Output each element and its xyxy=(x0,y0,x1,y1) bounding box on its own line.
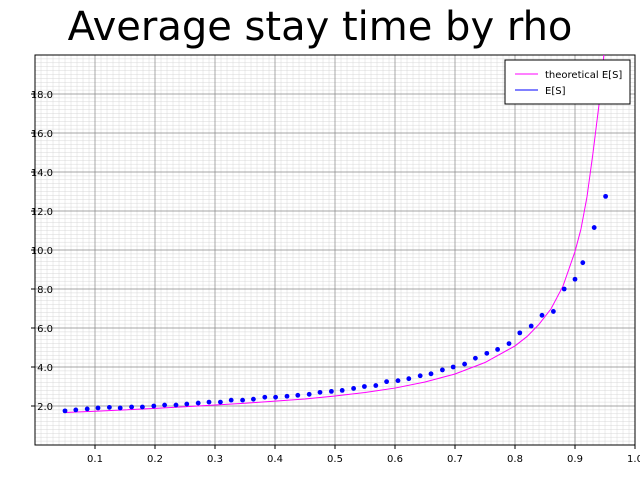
legend-entry-label: theoretical E[S] xyxy=(545,70,622,81)
series-layer xyxy=(62,55,608,414)
data-point xyxy=(62,408,68,414)
data-point xyxy=(317,389,323,395)
data-point xyxy=(462,361,467,367)
data-point xyxy=(329,388,334,394)
data-point xyxy=(428,371,434,377)
x-tick-label: 0.5 xyxy=(327,454,343,465)
x-axis-ticks: 0.1 0.2 0.3 0.4 0.5 0.6 0.7 0.8 0.9 1.0 xyxy=(87,445,640,465)
data-point xyxy=(580,260,586,266)
data-point xyxy=(339,388,345,393)
data-point xyxy=(450,364,456,370)
data-point xyxy=(95,405,101,411)
y-tick-label: 12.0 xyxy=(31,207,53,218)
data-point xyxy=(107,404,112,410)
data-point xyxy=(206,399,212,405)
data-point xyxy=(262,394,268,400)
y-tick-label: 16.0 xyxy=(31,129,53,140)
data-point xyxy=(251,396,256,402)
data-point xyxy=(73,407,79,413)
data-point xyxy=(506,341,512,346)
y-tick-label: 10.0 xyxy=(31,246,53,257)
major-grid xyxy=(35,55,636,445)
data-point xyxy=(417,373,423,379)
data-point xyxy=(528,323,534,329)
data-point xyxy=(551,309,556,314)
data-point xyxy=(473,355,478,361)
data-point xyxy=(362,384,367,389)
data-point xyxy=(284,393,290,399)
data-point xyxy=(406,376,412,382)
x-tick-label: 0.6 xyxy=(387,454,403,465)
data-point xyxy=(539,312,545,318)
x-tick-label: 0.2 xyxy=(147,454,163,465)
y-tick-label: 6.0 xyxy=(37,324,53,335)
y-tick-label: 14.0 xyxy=(31,168,53,179)
x-tick-label: 0.1 xyxy=(87,454,103,465)
x-tick-label: 0.4 xyxy=(267,454,283,465)
y-tick-label: 4.0 xyxy=(37,363,53,374)
data-point xyxy=(561,286,567,292)
data-point xyxy=(162,402,168,408)
data-point xyxy=(495,347,500,352)
data-point xyxy=(572,276,578,282)
chart-title: Average stay time by rho xyxy=(67,4,573,50)
x-tick-label: 0.7 xyxy=(447,454,463,465)
data-point xyxy=(228,397,234,403)
data-point xyxy=(295,392,301,398)
data-point xyxy=(603,193,608,199)
data-point xyxy=(84,406,90,412)
x-tick-label: 0.8 xyxy=(507,454,523,465)
data-point xyxy=(306,391,312,397)
y-tick-label: 8.0 xyxy=(37,285,53,296)
data-point xyxy=(591,225,597,230)
y-axis-ticks: 2.0 4.0 6.0 8.0 10.0 12.0 14.0 16.0 18.0 xyxy=(31,90,53,413)
data-point xyxy=(440,367,445,373)
y-tick-label: 18.0 xyxy=(31,90,53,101)
data-point xyxy=(351,386,356,391)
data-point xyxy=(240,397,246,403)
x-tick-label: 1.0 xyxy=(627,454,640,465)
data-point xyxy=(395,378,401,384)
data-point xyxy=(373,383,379,388)
data-point xyxy=(517,330,523,336)
data-point xyxy=(173,402,179,408)
data-point xyxy=(218,399,223,405)
series-line-theoretical xyxy=(64,55,605,413)
y-tick-label: 2.0 xyxy=(37,402,53,413)
data-point xyxy=(140,404,145,410)
legend: theoretical E[S] E[S] xyxy=(504,59,631,105)
data-point xyxy=(273,394,278,400)
data-point xyxy=(151,403,157,409)
data-point xyxy=(117,405,123,411)
legend-entry-label: E[S] xyxy=(545,86,566,97)
x-tick-label: 0.3 xyxy=(207,454,223,465)
data-point xyxy=(184,401,190,407)
data-point xyxy=(384,379,389,385)
data-point xyxy=(484,350,490,356)
data-point xyxy=(129,404,135,410)
data-point xyxy=(195,400,201,406)
x-tick-label: 0.9 xyxy=(567,454,583,465)
legend-box xyxy=(504,59,631,105)
